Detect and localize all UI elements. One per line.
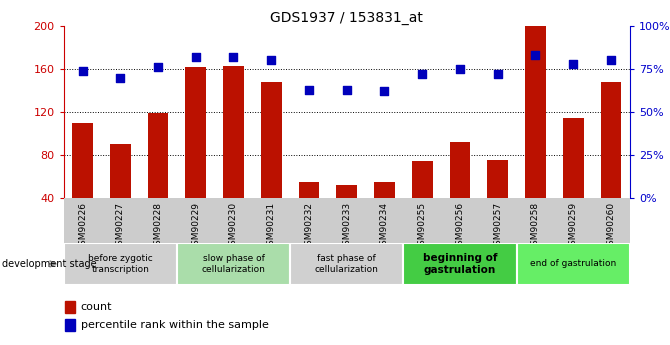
Text: GSM90234: GSM90234 bbox=[380, 202, 389, 251]
Point bbox=[379, 89, 390, 94]
Point bbox=[190, 54, 201, 60]
Point bbox=[567, 61, 578, 67]
Bar bbox=[64, 243, 177, 285]
Text: GSM90258: GSM90258 bbox=[531, 202, 540, 251]
Point bbox=[492, 71, 503, 77]
Bar bbox=[261, 82, 281, 242]
Bar bbox=[147, 113, 168, 242]
Point bbox=[417, 71, 427, 77]
Bar bbox=[517, 243, 630, 285]
Bar bbox=[374, 182, 395, 241]
Text: GSM90257: GSM90257 bbox=[493, 202, 502, 251]
Bar bbox=[450, 142, 470, 242]
Bar bbox=[186, 67, 206, 242]
Text: GSM90233: GSM90233 bbox=[342, 202, 351, 251]
Text: count: count bbox=[80, 302, 112, 312]
Point bbox=[304, 87, 314, 92]
Bar bbox=[487, 159, 508, 242]
Point bbox=[606, 58, 616, 63]
Bar bbox=[600, 82, 621, 242]
Text: GSM90227: GSM90227 bbox=[116, 202, 125, 251]
Bar bbox=[177, 243, 290, 285]
Bar bbox=[525, 26, 546, 242]
Point bbox=[530, 52, 541, 58]
Text: development stage: development stage bbox=[2, 259, 96, 269]
Point bbox=[266, 58, 277, 63]
Text: GSM90229: GSM90229 bbox=[191, 202, 200, 251]
Text: GSM90232: GSM90232 bbox=[304, 202, 314, 251]
Text: percentile rank within the sample: percentile rank within the sample bbox=[80, 320, 269, 330]
Bar bbox=[110, 145, 131, 242]
Text: GSM90230: GSM90230 bbox=[229, 202, 238, 251]
Point bbox=[454, 66, 465, 72]
Bar bbox=[65, 301, 75, 313]
Text: end of gastrulation: end of gastrulation bbox=[530, 259, 616, 268]
Point bbox=[77, 68, 88, 73]
Text: slow phase of
cellularization: slow phase of cellularization bbox=[202, 254, 265, 274]
Text: GSM90226: GSM90226 bbox=[78, 202, 87, 251]
Bar bbox=[223, 66, 244, 241]
Bar bbox=[299, 182, 320, 241]
Title: GDS1937 / 153831_at: GDS1937 / 153831_at bbox=[270, 11, 423, 25]
Bar bbox=[563, 118, 584, 242]
Point bbox=[115, 75, 126, 80]
Bar bbox=[72, 123, 93, 242]
Point bbox=[153, 65, 163, 70]
Text: before zygotic
transcription: before zygotic transcription bbox=[88, 254, 153, 274]
Text: GSM90255: GSM90255 bbox=[417, 202, 427, 251]
Bar bbox=[336, 186, 357, 242]
Bar bbox=[65, 319, 75, 331]
Text: GSM90260: GSM90260 bbox=[606, 202, 616, 251]
Text: beginning of
gastrulation: beginning of gastrulation bbox=[423, 253, 497, 275]
Bar bbox=[290, 243, 403, 285]
Text: fast phase of
cellularization: fast phase of cellularization bbox=[315, 254, 379, 274]
Text: GSM90256: GSM90256 bbox=[456, 202, 464, 251]
Point bbox=[228, 54, 239, 60]
Text: GSM90231: GSM90231 bbox=[267, 202, 276, 251]
Bar bbox=[412, 161, 433, 242]
Text: GSM90259: GSM90259 bbox=[569, 202, 578, 251]
Point bbox=[341, 87, 352, 92]
Text: GSM90228: GSM90228 bbox=[153, 202, 163, 251]
Bar bbox=[403, 243, 517, 285]
